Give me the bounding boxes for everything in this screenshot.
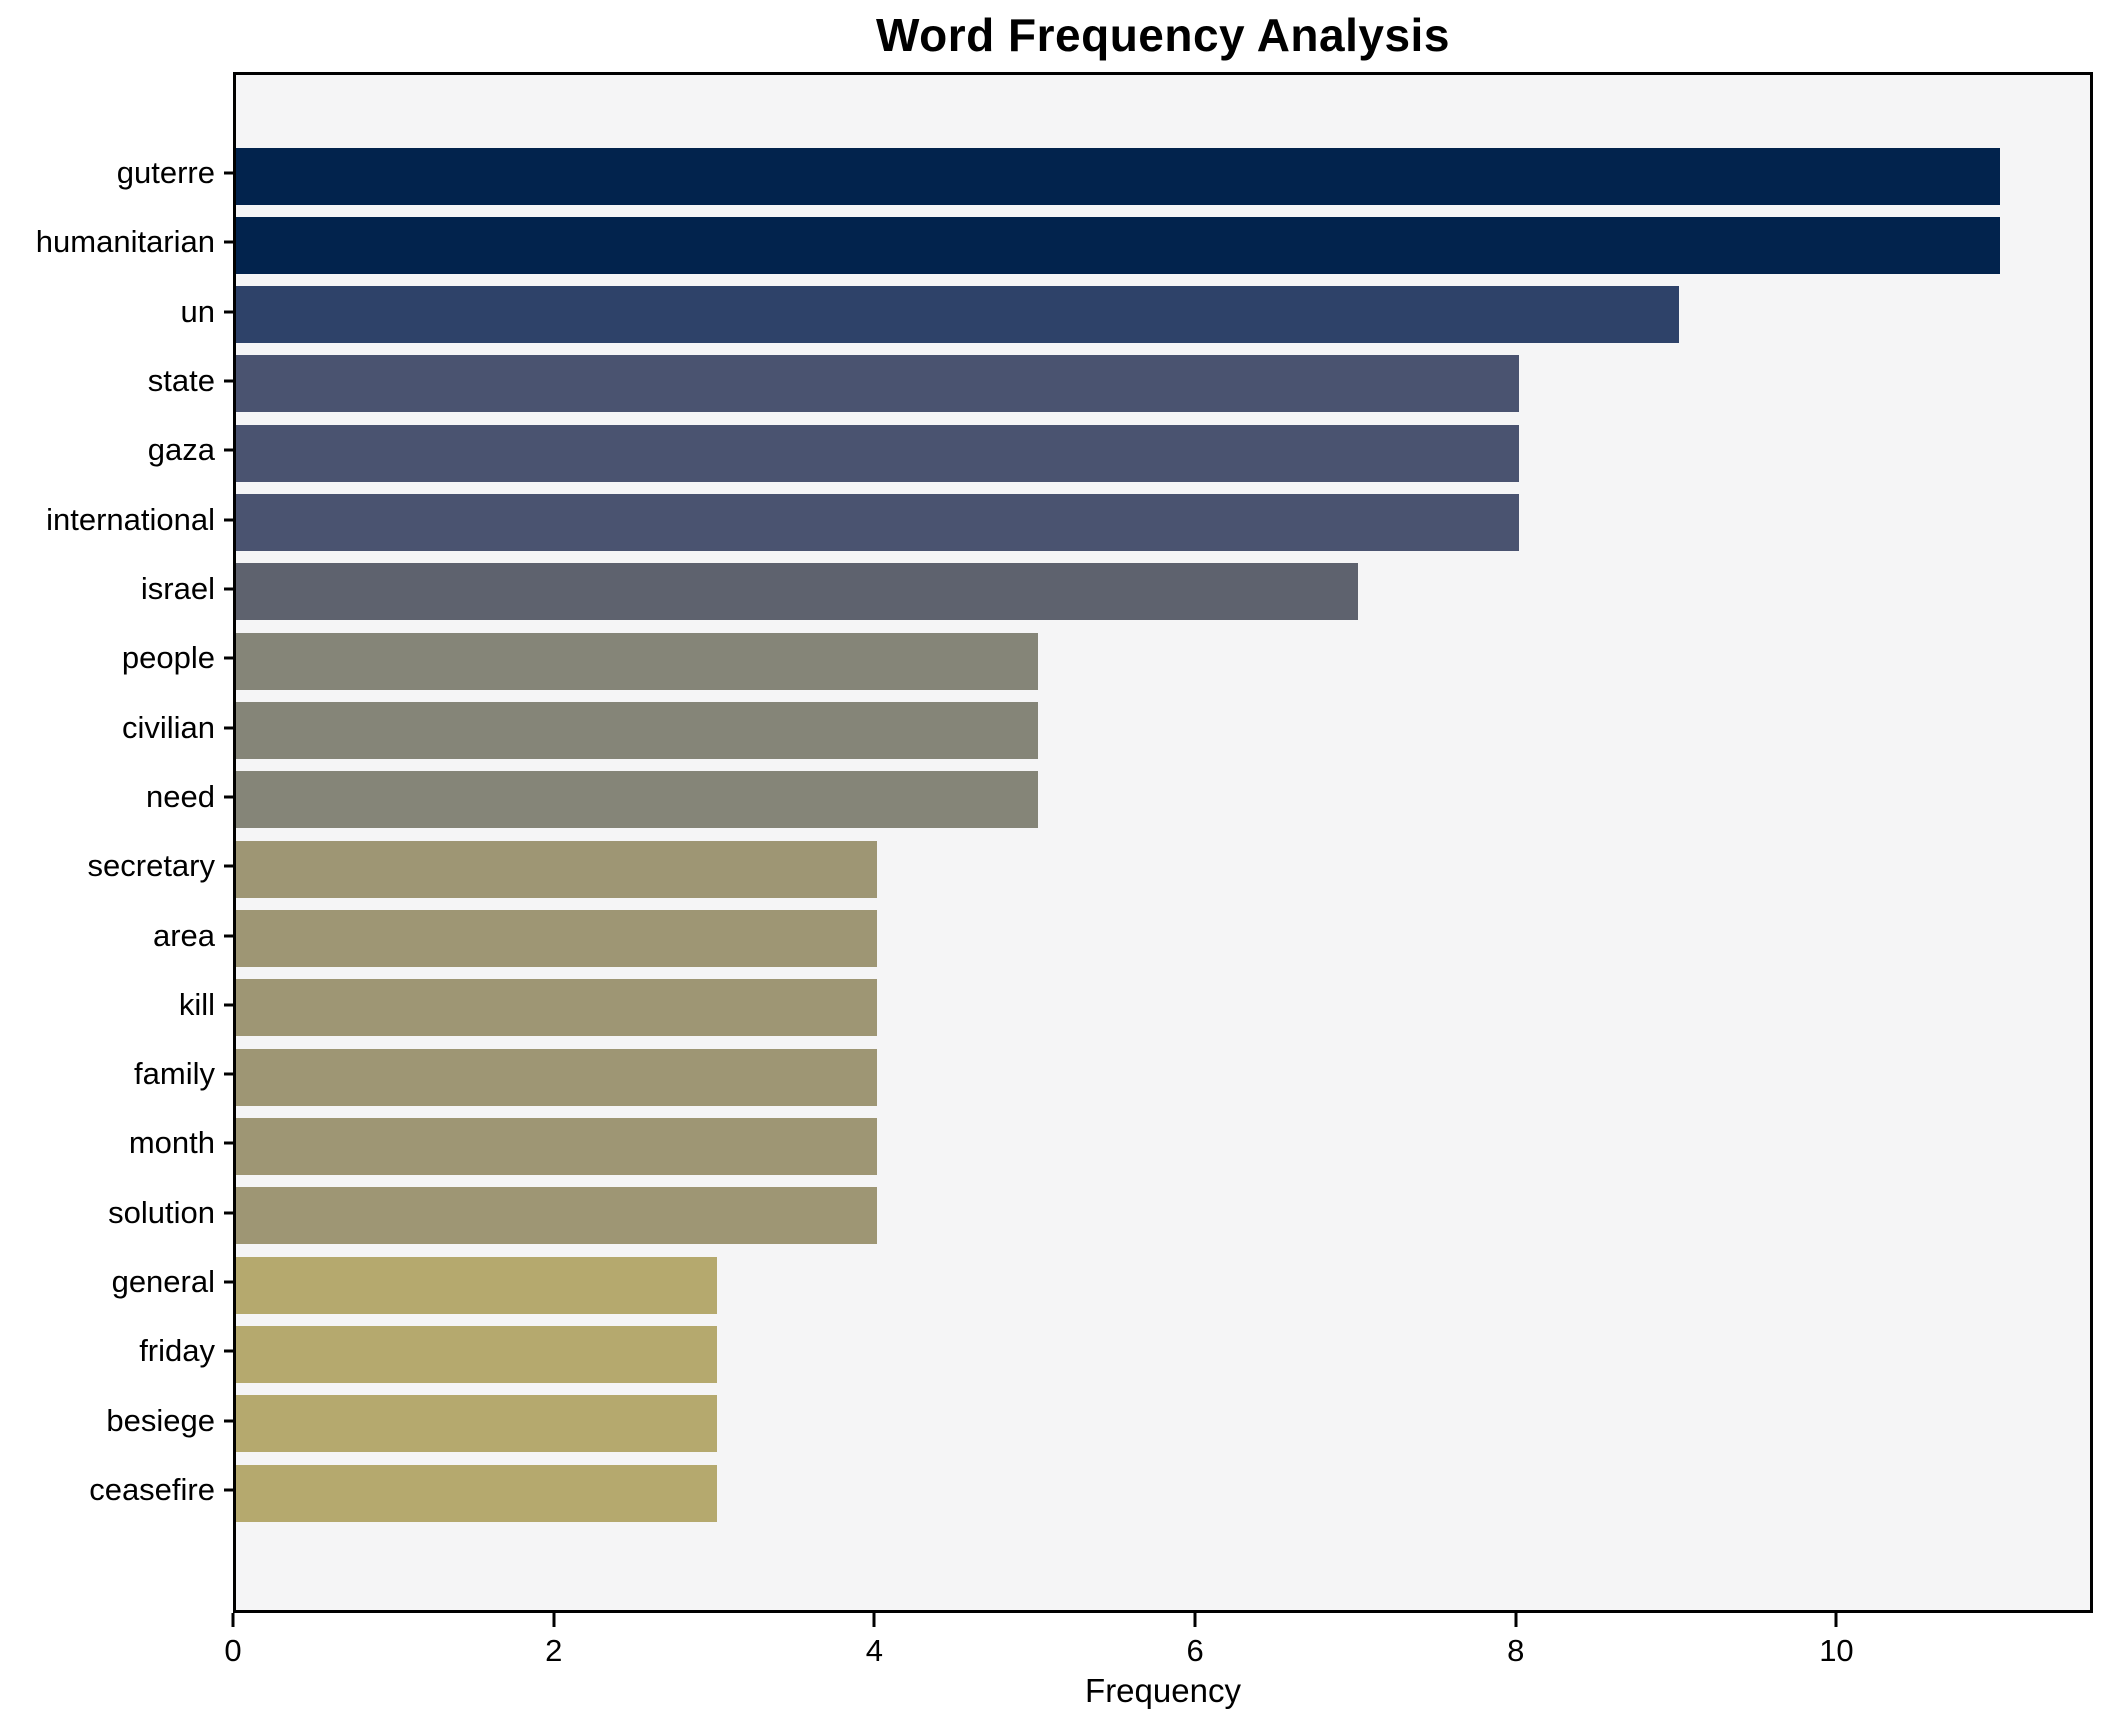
y-tick-label-secretary: secretary [87, 848, 215, 884]
y-tick-mark [224, 518, 233, 522]
y-tick-label-besiege: besiege [106, 1402, 215, 1438]
bar-friday [236, 1325, 718, 1383]
x-tick-label-4: 4 [865, 1633, 883, 1668]
y-tick-mark [224, 587, 233, 591]
bar-people [236, 632, 1038, 690]
y-tick-mark [224, 1141, 233, 1145]
bar-family [236, 1048, 878, 1106]
y-tick-mark [224, 934, 233, 938]
bar-un [236, 286, 1680, 344]
y-tick-label-guterre: guterre [116, 155, 215, 190]
bar-month [236, 1117, 878, 1175]
x-tick-mark [872, 1613, 876, 1627]
y-tick-label-israel: israel [140, 570, 215, 606]
bar-state [236, 355, 1519, 413]
bar-ceasefire [236, 1464, 718, 1522]
y-tick-mark [224, 864, 233, 868]
y-tick-label-general: general [111, 1264, 215, 1300]
bar-international [236, 494, 1519, 552]
x-tick-label-2: 2 [545, 1633, 563, 1668]
x-tick-mark [1514, 1613, 1518, 1627]
bar-need [236, 771, 1038, 829]
bar-israel [236, 563, 1359, 621]
y-tick-label-area: area [152, 917, 215, 953]
bar-civilian [236, 702, 1038, 760]
y-tick-label-solution: solution [108, 1194, 215, 1230]
y-tick-mark [224, 1211, 233, 1215]
y-tick-label-un: un [180, 293, 215, 329]
y-tick-label-friday: friday [139, 1333, 215, 1369]
x-tick-label-0: 0 [224, 1633, 242, 1668]
y-tick-label-ceasefire: ceasefire [89, 1472, 215, 1508]
y-tick-label-kill: kill [178, 986, 215, 1022]
bar-kill [236, 979, 878, 1037]
y-tick-mark [224, 1419, 233, 1423]
y-tick-mark [224, 1488, 233, 1492]
y-tick-label-need: need [146, 778, 215, 814]
x-tick-label-10: 10 [1819, 1633, 1854, 1668]
x-tick-mark [552, 1613, 556, 1627]
y-tick-mark [224, 379, 233, 383]
y-tick-mark [224, 310, 233, 314]
x-tick-label-8: 8 [1507, 1633, 1525, 1668]
bar-besiege [236, 1395, 718, 1453]
bar-area [236, 910, 878, 968]
x-tick-mark [231, 1613, 235, 1627]
y-tick-mark [224, 656, 233, 660]
y-tick-label-state: state [147, 362, 215, 398]
y-tick-label-international: international [46, 501, 215, 537]
plot-area [233, 72, 2093, 1613]
y-tick-mark [224, 1072, 233, 1076]
bar-solution [236, 1187, 878, 1245]
x-tick-mark [1193, 1613, 1197, 1627]
y-tick-label-gaza: gaza [147, 432, 215, 468]
bar-gaza [236, 424, 1519, 482]
y-tick-mark [224, 240, 233, 244]
y-tick-mark [224, 448, 233, 452]
y-tick-mark [224, 726, 233, 730]
y-tick-label-humanitarian: humanitarian [35, 224, 215, 260]
bar-humanitarian [236, 216, 2000, 274]
y-tick-label-people: people [121, 640, 215, 676]
y-tick-mark [224, 795, 233, 799]
bar-secretary [236, 840, 878, 898]
bar-general [236, 1256, 718, 1314]
y-tick-mark [224, 1280, 233, 1284]
y-tick-mark [224, 1003, 233, 1007]
y-tick-label-civilian: civilian [121, 709, 215, 745]
chart-title: Word Frequency Analysis [876, 9, 1450, 61]
x-tick-label-6: 6 [1186, 1633, 1204, 1668]
y-tick-label-family: family [134, 1056, 215, 1092]
x-axis-label: Frequency [1085, 1672, 1241, 1709]
y-tick-label-month: month [128, 1125, 215, 1161]
x-tick-mark [1834, 1613, 1838, 1627]
y-tick-mark [224, 171, 233, 175]
y-tick-mark [224, 1349, 233, 1353]
bar-guterre [236, 147, 2000, 205]
